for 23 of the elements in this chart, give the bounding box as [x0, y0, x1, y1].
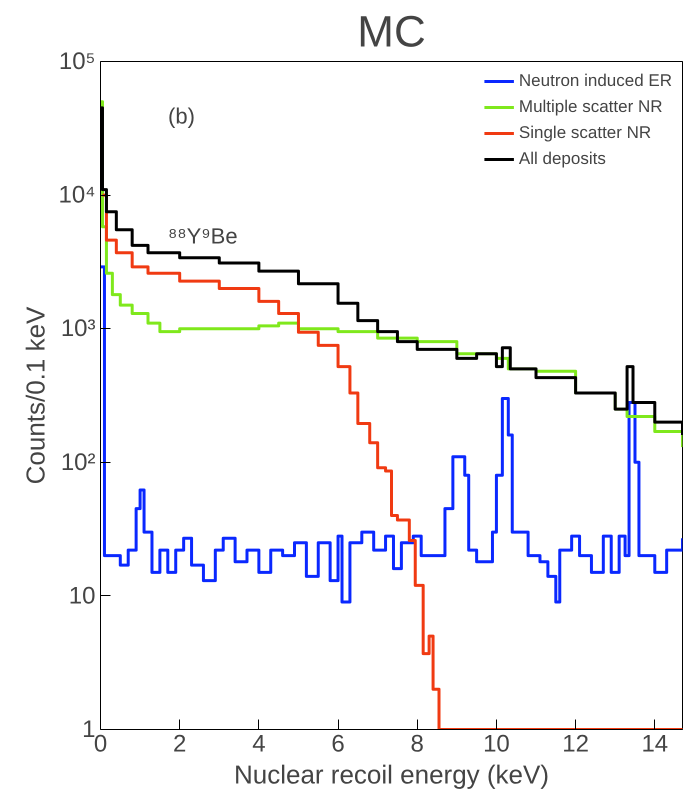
x-tick-label: 2 — [173, 730, 186, 758]
legend-label: Multiple scatter NR — [518, 97, 663, 117]
y-tick-label: 10⁵ — [58, 48, 96, 75]
y-tick-label: 10⁴ — [58, 182, 96, 209]
annotation: (b) — [168, 103, 195, 128]
x-tick-label: 14 — [641, 730, 668, 758]
x-tick-label: 4 — [252, 730, 266, 758]
legend-label: Single scatter NR — [518, 123, 652, 143]
annotation: ⁸⁸Y⁹Be — [168, 224, 238, 249]
chart-title: MC — [357, 8, 426, 56]
y-tick-label: 10³ — [60, 315, 96, 342]
y-tick-label: 1 — [82, 716, 96, 743]
legend-label: All deposits — [518, 149, 606, 169]
x-tick-label: 8 — [410, 730, 424, 758]
x-tick-label: 10 — [483, 730, 510, 758]
legend-label: Neutron induced ER — [518, 71, 672, 91]
x-tick-label: 6 — [331, 730, 345, 758]
x-tick-label: 12 — [562, 730, 589, 758]
y-tick-label: 10 — [68, 582, 96, 610]
y-axis-title: Counts/0.1 keV — [20, 306, 50, 484]
x-axis-title: Nuclear recoil energy (keV) — [234, 760, 550, 790]
x-tick-label: 0 — [94, 730, 108, 758]
y-tick-label: 10² — [60, 448, 96, 476]
